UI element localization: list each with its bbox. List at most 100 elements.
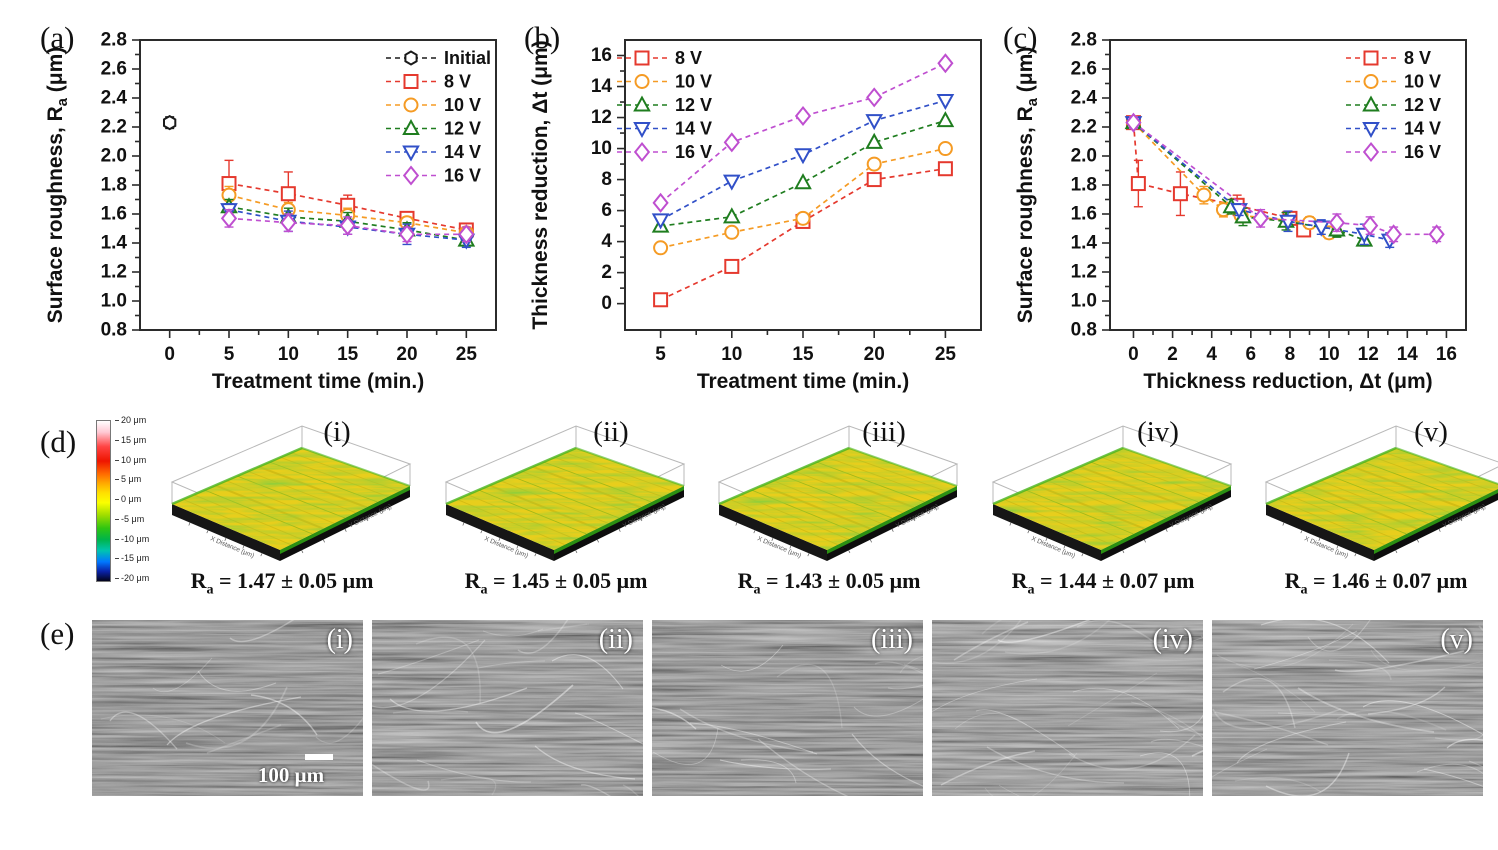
sem-roman-label: (iv) — [1152, 624, 1193, 655]
colorbar-label: -10 μm — [115, 534, 149, 544]
colorbar-label: -5 μm — [115, 514, 144, 524]
sem-image: (i) 100 μm — [92, 620, 363, 796]
scale-bar-line — [305, 754, 333, 760]
panel-e-label: (e) — [40, 616, 75, 651]
sem-roman-label: (i) — [326, 624, 353, 655]
chart-panel-c: 0 2 4 6 8 10 12 14 16 0.8 1.0 1.2 1.4 1.6 1.8 2.0 2.2 2.4… — [998, 10, 1483, 398]
svg-text:1.0: 1.0 — [1071, 291, 1097, 312]
svg-text:10: 10 — [1319, 344, 1340, 365]
surface-3d-plot: X Distance (μm)Y Distance (μm) — [444, 425, 686, 561]
svg-text:1.8: 1.8 — [101, 175, 127, 196]
svg-text:25: 25 — [935, 344, 957, 365]
surface-3d-plot: X Distance (μm)Y Distance (μm) — [991, 425, 1233, 561]
series-16-V — [652, 53, 954, 213]
svg-text:2.8: 2.8 — [101, 30, 127, 51]
legend-label: 8 V — [444, 72, 471, 92]
legend-label: 14 V — [675, 119, 712, 139]
plot-box — [139, 39, 497, 331]
series-16-V — [1125, 112, 1445, 245]
panel-c-label: (c) — [1003, 20, 1038, 55]
svg-text:0: 0 — [601, 293, 612, 314]
colorbar-label: -15 μm — [115, 554, 149, 563]
scale-bar-label: 100 μm — [257, 763, 325, 787]
colorbar-label: 10 μm — [115, 455, 146, 465]
svg-text:2.6: 2.6 — [1071, 59, 1097, 80]
legend-label: 10 V — [675, 72, 712, 92]
surface-roman-label: (v) — [1414, 416, 1448, 448]
surface-roman-label: (ii) — [593, 416, 629, 448]
svg-text:14: 14 — [1397, 344, 1419, 365]
svg-text:6: 6 — [601, 200, 612, 221]
legend-label: 14 V — [1404, 119, 1441, 139]
y-axis-title: Surface roughness, Ra (μm) — [1014, 47, 1041, 324]
svg-text:15: 15 — [792, 344, 814, 365]
svg-text:2.4: 2.4 — [1071, 88, 1098, 109]
svg-text:4: 4 — [601, 231, 612, 252]
svg-text:16: 16 — [591, 45, 612, 66]
legend-label: 16 V — [675, 142, 712, 162]
svg-text:8: 8 — [601, 169, 612, 190]
sem-roman-label: (iii) — [871, 624, 913, 655]
svg-text:2: 2 — [601, 262, 612, 283]
legend-label: 16 V — [444, 166, 481, 186]
colorbar: 20 μm 15 μm 10 μm 5 μm 0 μm -5 μm -10 μm -15 μm… — [96, 416, 166, 590]
svg-text:16: 16 — [1436, 344, 1457, 365]
series-10-V — [653, 141, 953, 256]
surface-roughness-caption: Ra = 1.45 ± 0.05 μm — [464, 568, 648, 598]
svg-text:2.6: 2.6 — [101, 59, 127, 80]
svg-text:25: 25 — [456, 344, 478, 365]
legend-label: 8 V — [675, 48, 702, 68]
legend-label: 12 V — [675, 95, 712, 115]
sem-micrograph — [652, 620, 923, 796]
svg-text:5: 5 — [224, 344, 235, 365]
sem-micrograph — [932, 620, 1203, 796]
svg-text:8: 8 — [1285, 344, 1296, 365]
surface-3d-plot: X Distance (μm)Y Distance (μm) — [717, 425, 959, 561]
colorbar-label: 20 μm — [115, 416, 146, 425]
svg-text:6: 6 — [1246, 344, 1257, 365]
panel-b-label: (b) — [524, 20, 561, 55]
colorbar-gradient — [96, 420, 111, 582]
sem-micrograph — [92, 620, 363, 796]
tick-labels: 0 5 10 15 20 25 0.8 1.0 1.2 1.4 1.6 1.8 2.0 2.2 2.4 2.6… — [101, 30, 478, 366]
surface-roman-label: (i) — [323, 416, 351, 448]
svg-text:2.8: 2.8 — [1071, 30, 1097, 51]
legend-label: 10 V — [444, 95, 481, 115]
sem-image: (iv) — [932, 620, 1203, 796]
svg-text:1.0: 1.0 — [101, 291, 127, 312]
legend-label: 16 V — [1404, 142, 1441, 162]
svg-text:0: 0 — [1128, 344, 1139, 365]
legend: 8 V 10 V 12 V 14 V 16 V — [1346, 48, 1441, 163]
chart-svg-b: 5 10 15 20 25 0 2 4 6 8 10 12 14 16 8 V 10 V 12 V 14 V 16 … — [529, 39, 982, 393]
series-12-V — [651, 111, 955, 233]
legend-label: 14 V — [444, 142, 481, 162]
y-axis-title: Thickness reduction, Δt (μm) — [529, 40, 552, 329]
surface-3d-thumb: X Distance (μm) Y Distance (μm) — [426, 422, 698, 574]
panel-a-label: (a) — [40, 20, 75, 55]
colorbar-label: 15 μm — [115, 435, 146, 445]
surface-roman-label: (iii) — [862, 416, 906, 448]
plot-box — [1109, 39, 1467, 331]
svg-text:1.6: 1.6 — [1071, 204, 1097, 225]
svg-text:0.8: 0.8 — [101, 320, 127, 341]
svg-text:0.8: 0.8 — [1071, 320, 1097, 341]
sem-image: (v) — [1212, 620, 1483, 796]
surface-roughness-caption: Ra = 1.44 ± 0.07 μm — [1011, 568, 1195, 598]
svg-text:1.6: 1.6 — [101, 204, 127, 225]
svg-text:15: 15 — [337, 344, 359, 365]
plot-box — [624, 39, 982, 331]
legend-label: 8 V — [1404, 48, 1431, 68]
chart-panel-b: 5 10 15 20 25 0 2 4 6 8 10 12 14 16 8 V 10 V 12 V 14 V 16 … — [513, 10, 998, 398]
surface-3d-thumb: X Distance (μm) Y Distance (μm) — [152, 422, 424, 574]
svg-text:2.4: 2.4 — [101, 88, 128, 109]
svg-text:1.8: 1.8 — [1071, 175, 1097, 196]
surface-3d-plot: X Distance (μm)Y Distance (μm) — [170, 425, 412, 561]
colorbar-label: -20 μm — [115, 574, 149, 583]
series-14-V — [1124, 116, 1399, 250]
legend-label: 10 V — [1404, 72, 1441, 92]
sem-roman-label: (v) — [1440, 624, 1473, 655]
surface-3d-thumb: X Distance (μm) Y Distance (μm) — [1246, 422, 1498, 574]
legend-label: 12 V — [444, 119, 481, 139]
svg-text:0: 0 — [164, 344, 175, 365]
svg-text:12: 12 — [591, 107, 612, 128]
